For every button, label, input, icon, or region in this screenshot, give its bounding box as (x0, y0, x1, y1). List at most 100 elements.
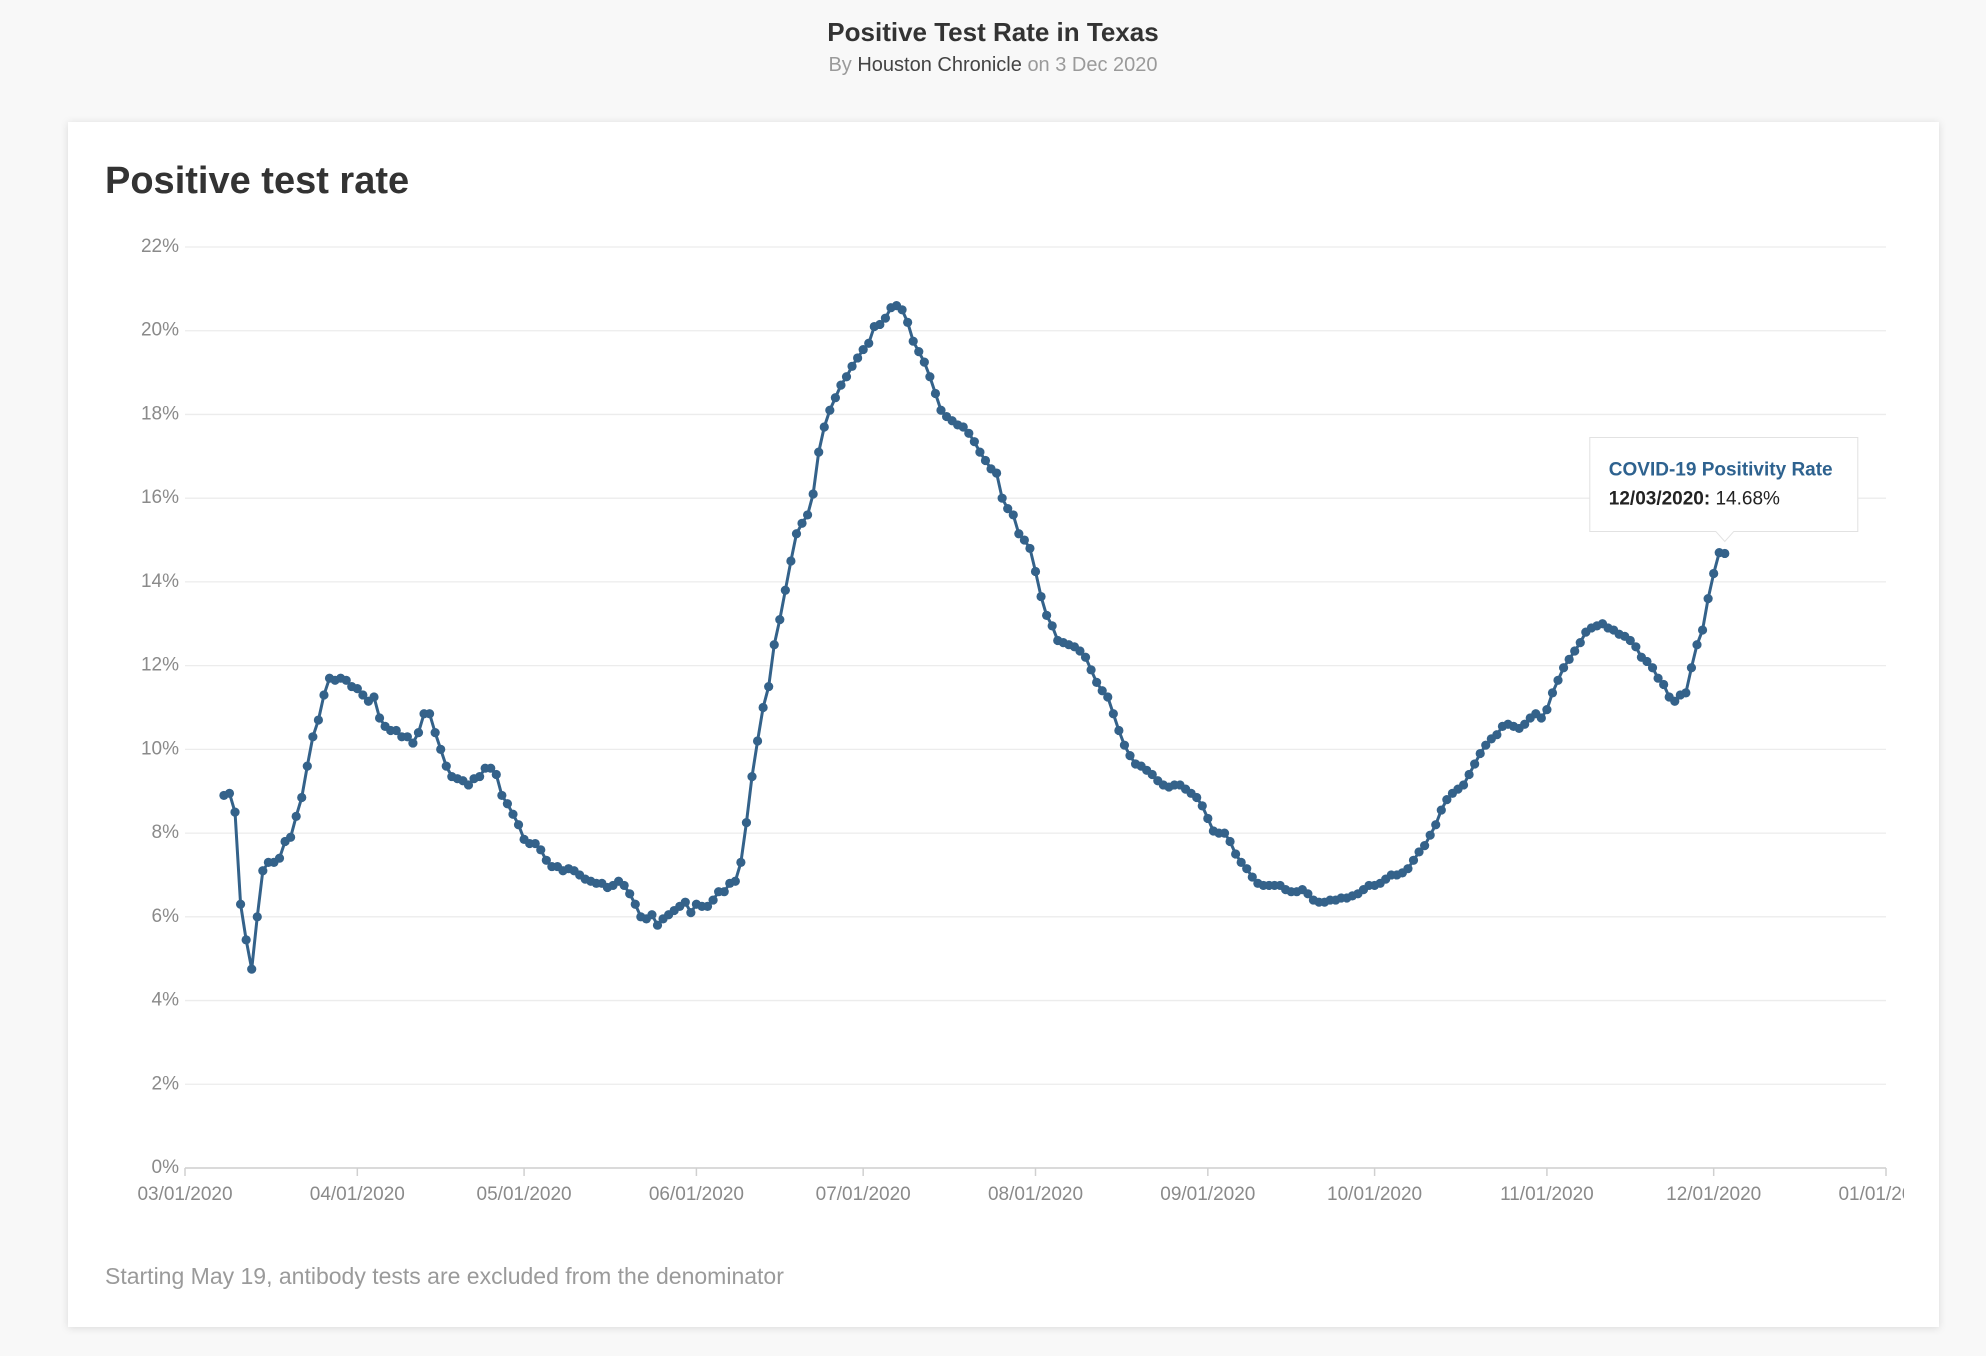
y-tick-label: 0% (152, 1157, 180, 1178)
plot: 0% 2% 4% 6% 8% 10% 12% 14% 16% 18% 20% 22% 03/01/202… (137, 236, 1904, 1205)
point (530, 838, 540, 849)
point (903, 317, 913, 327)
point (302, 761, 312, 771)
point (1653, 673, 1663, 683)
byline-author[interactable]: Houston Chronicle (857, 54, 1022, 76)
point (1442, 795, 1452, 805)
point (1458, 780, 1469, 790)
x-tick-label: 08/01/2020 (988, 1184, 1083, 1205)
point (1247, 872, 1257, 882)
byline-prefix: By (828, 54, 851, 76)
point (1242, 864, 1252, 874)
point (1697, 625, 1708, 635)
point (463, 780, 474, 790)
chart-note: Starting May 19, antibody tests are excl… (105, 1263, 784, 1289)
point (1236, 857, 1246, 867)
point (1542, 704, 1552, 715)
point (802, 510, 813, 520)
point (1625, 635, 1635, 646)
point (1014, 529, 1024, 539)
y-tick-label: 16% (141, 487, 179, 508)
point (502, 799, 513, 809)
point (1553, 675, 1563, 685)
x-tick-label: 12/01/2020 (1666, 1184, 1761, 1205)
point (475, 771, 485, 782)
point (980, 455, 991, 466)
point (991, 468, 1002, 478)
y-tick-label: 10% (141, 738, 179, 759)
point (1520, 719, 1530, 729)
point (1125, 751, 1135, 761)
point (1570, 646, 1580, 656)
point (752, 736, 763, 746)
point (1475, 748, 1485, 759)
tooltip-body: 12/03/2020: 14.68% (1609, 488, 1780, 509)
point (424, 709, 435, 719)
point (1647, 663, 1658, 673)
point (1403, 864, 1413, 874)
point (836, 380, 846, 390)
point (513, 820, 524, 830)
point (819, 422, 829, 432)
point (497, 790, 507, 801)
point (1492, 730, 1502, 740)
point (1030, 566, 1041, 577)
page-title: Positive Test Rate in Texas (827, 17, 1158, 47)
x-tick-label: 10/01/2020 (1327, 1184, 1422, 1205)
point (1042, 610, 1052, 621)
point (1080, 652, 1091, 662)
point (936, 405, 946, 415)
point (430, 728, 440, 738)
point (1147, 769, 1157, 780)
point (925, 372, 935, 382)
point (741, 818, 752, 828)
point (919, 357, 929, 367)
point (1019, 535, 1029, 545)
point (374, 713, 385, 723)
point (780, 585, 790, 595)
point (1086, 665, 1096, 675)
point (358, 690, 368, 700)
point (491, 769, 501, 780)
point (769, 640, 779, 650)
point (1103, 692, 1113, 702)
point (1481, 740, 1491, 750)
point (541, 855, 551, 865)
point (1681, 688, 1691, 698)
point (536, 845, 546, 855)
point (1659, 679, 1669, 690)
point (1203, 813, 1213, 824)
chart-title: Positive test rate (105, 160, 409, 202)
point (736, 857, 746, 867)
point (1197, 801, 1207, 811)
x-tick-label: 06/01/2020 (649, 1184, 744, 1205)
point (1303, 889, 1313, 899)
point (858, 344, 868, 355)
point (252, 912, 262, 922)
byline-suffix: on 3 Dec 2020 (1027, 54, 1157, 76)
point (1575, 638, 1585, 648)
point (680, 897, 690, 907)
point (1558, 663, 1569, 673)
point (1692, 640, 1702, 650)
y-tick-label: 12% (141, 655, 179, 676)
point (730, 876, 740, 886)
point (808, 489, 818, 499)
point (1008, 510, 1018, 520)
point (964, 428, 974, 438)
point (258, 866, 268, 876)
point (352, 684, 362, 694)
point (391, 725, 401, 736)
point (1003, 504, 1013, 514)
point (319, 690, 329, 700)
point (1414, 847, 1424, 857)
point (1231, 849, 1241, 859)
point (1470, 759, 1480, 769)
point (441, 761, 451, 771)
point (708, 895, 718, 905)
point (486, 763, 496, 773)
tooltip-date: 12/03/2020: (1609, 488, 1710, 509)
point (1119, 740, 1130, 750)
point (758, 702, 768, 713)
point (1564, 654, 1574, 664)
